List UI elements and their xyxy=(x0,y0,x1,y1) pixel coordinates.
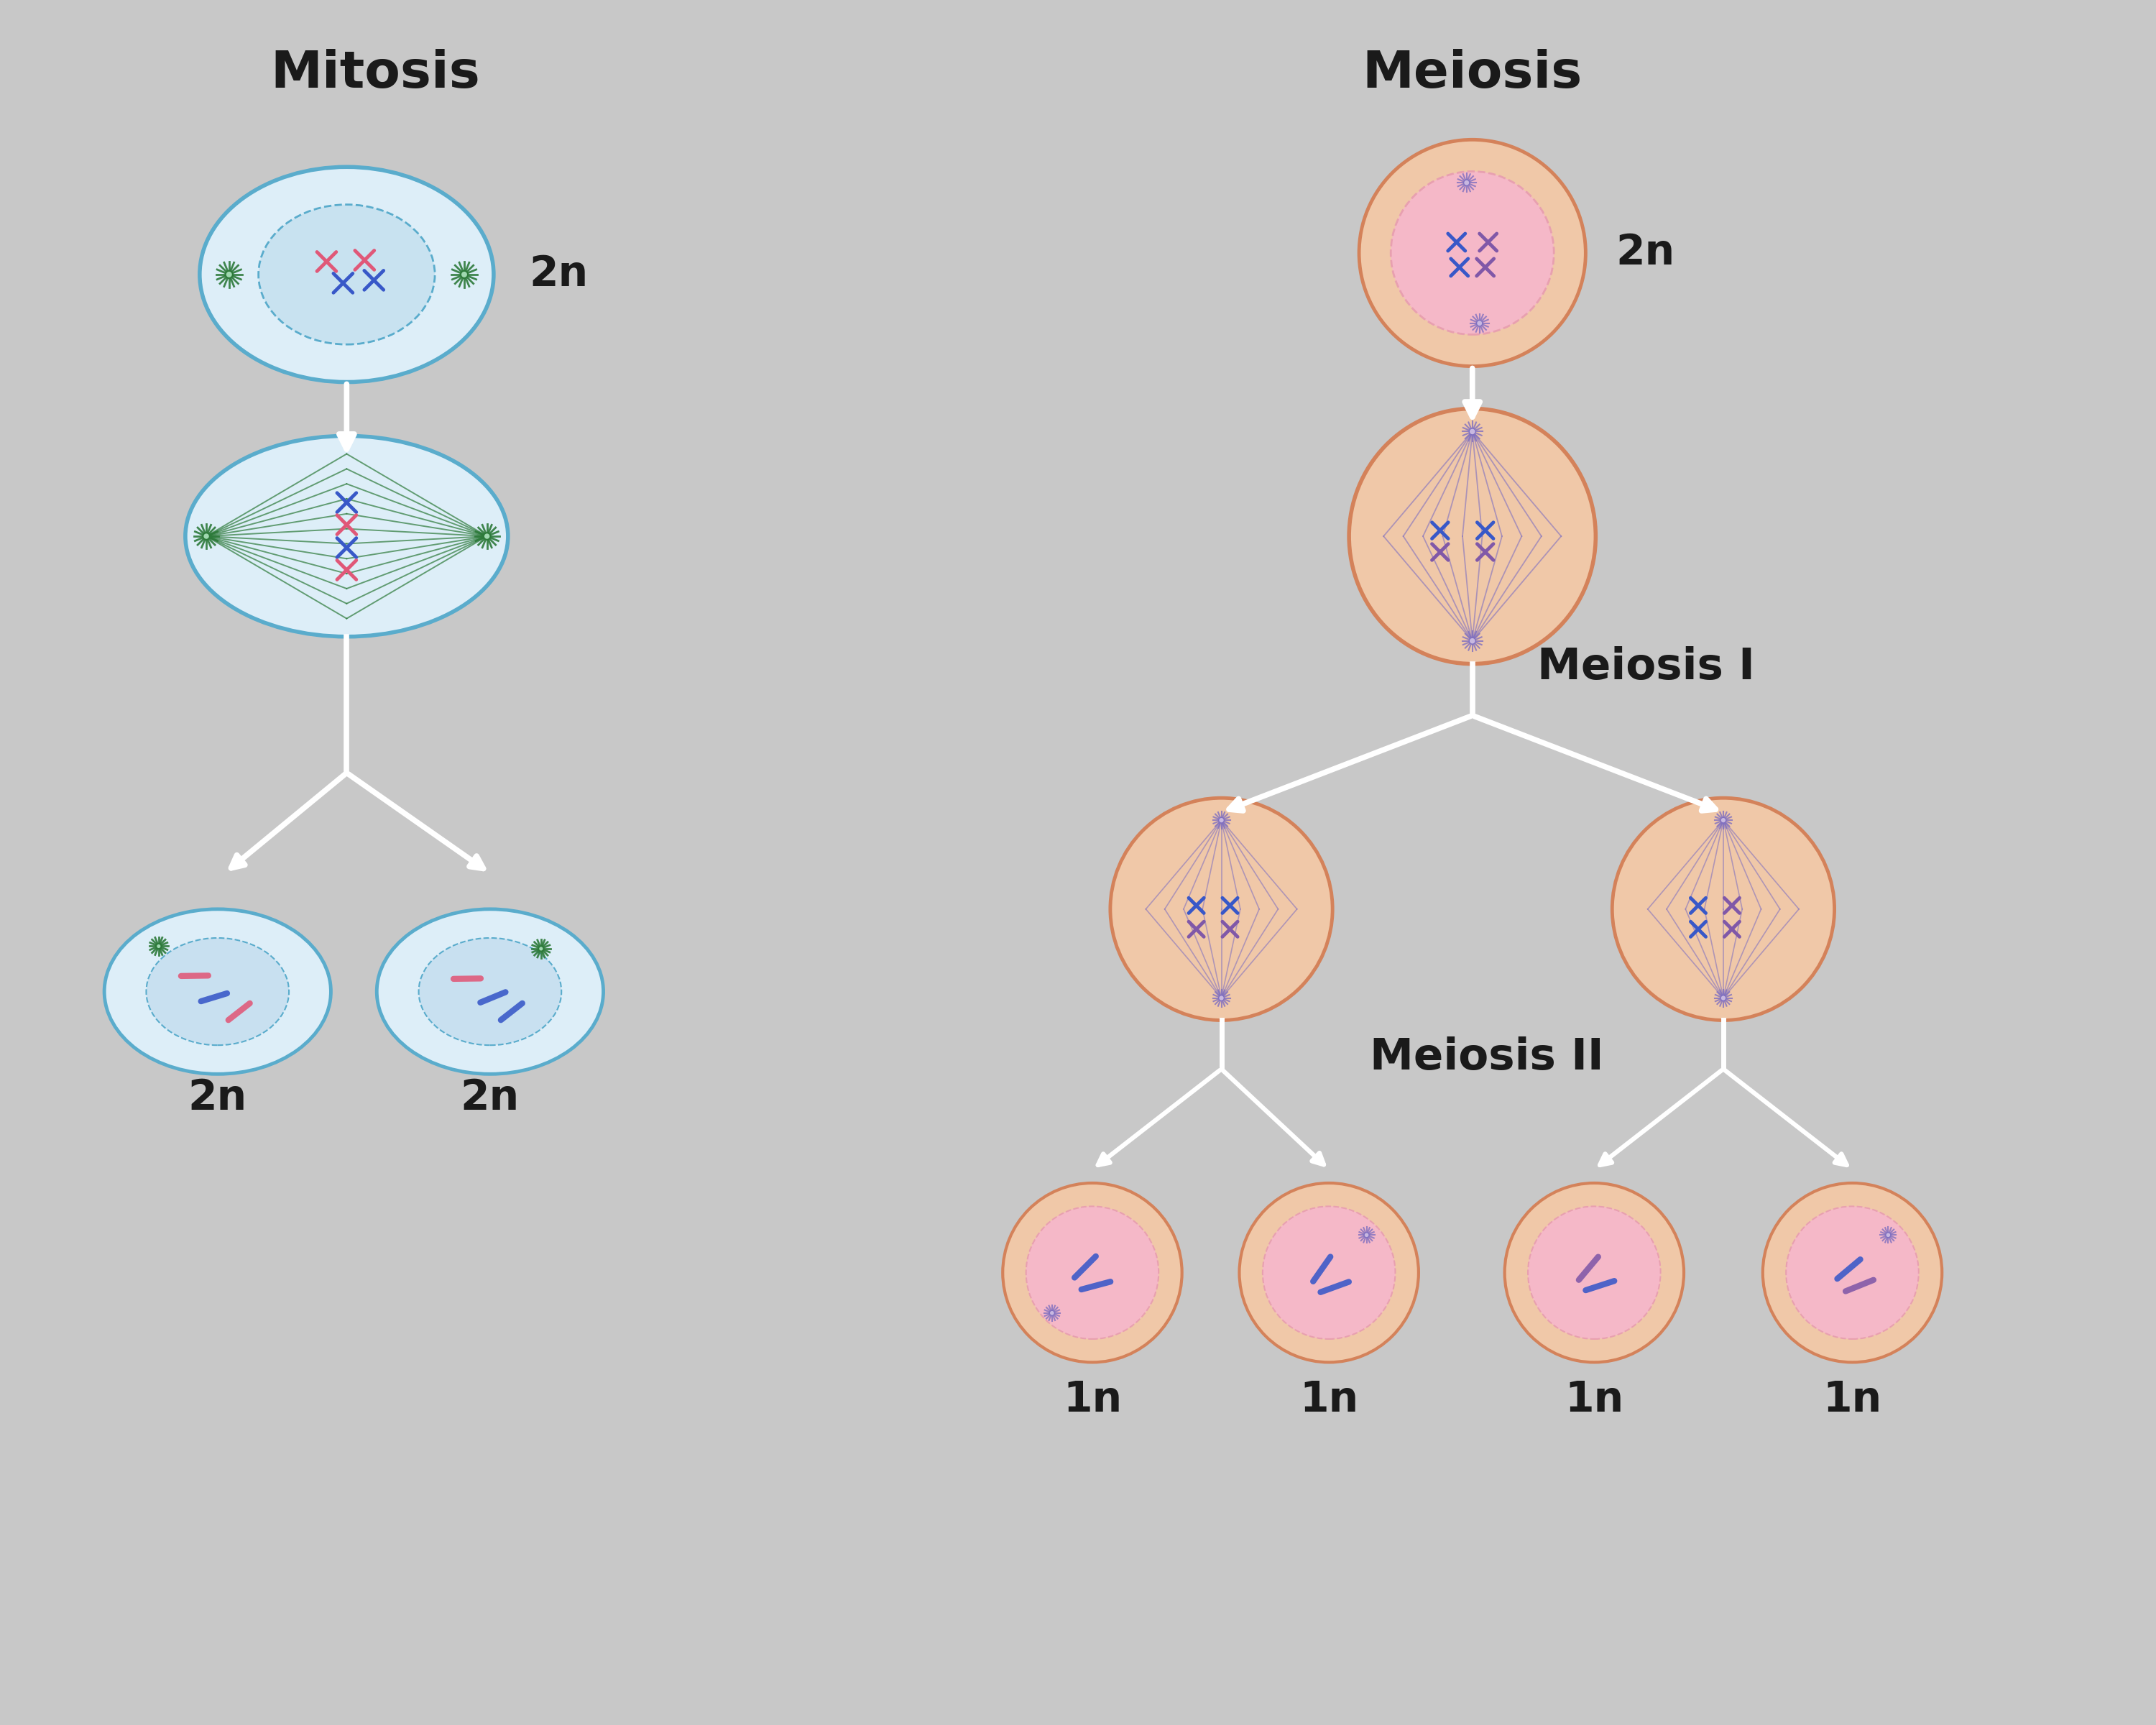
Text: Meiosis II: Meiosis II xyxy=(1369,1037,1604,1078)
Circle shape xyxy=(483,533,489,540)
Text: Mitosis: Mitosis xyxy=(270,48,481,98)
Ellipse shape xyxy=(147,938,289,1045)
Ellipse shape xyxy=(103,909,330,1075)
Circle shape xyxy=(1505,1183,1684,1363)
Circle shape xyxy=(539,945,543,950)
Text: 1n: 1n xyxy=(1063,1378,1121,1420)
Circle shape xyxy=(1468,638,1475,643)
Circle shape xyxy=(1720,995,1727,1000)
Circle shape xyxy=(155,944,162,949)
Ellipse shape xyxy=(259,205,436,345)
Text: Meiosis I: Meiosis I xyxy=(1537,647,1755,688)
Ellipse shape xyxy=(201,167,494,381)
Circle shape xyxy=(1468,428,1475,435)
Text: 2n: 2n xyxy=(188,1076,248,1118)
Circle shape xyxy=(1026,1206,1158,1339)
Circle shape xyxy=(1391,171,1554,335)
Circle shape xyxy=(226,271,233,278)
Text: 1n: 1n xyxy=(1822,1378,1882,1420)
Text: 2n: 2n xyxy=(530,254,589,295)
Circle shape xyxy=(1886,1232,1891,1237)
Text: 2n: 2n xyxy=(1615,233,1675,274)
Circle shape xyxy=(1110,799,1332,1019)
Circle shape xyxy=(1785,1206,1919,1339)
Circle shape xyxy=(1477,321,1483,326)
Circle shape xyxy=(1613,799,1835,1019)
Circle shape xyxy=(1764,1183,1943,1363)
Ellipse shape xyxy=(418,938,561,1045)
Circle shape xyxy=(1365,1232,1369,1237)
Text: Meiosis: Meiosis xyxy=(1363,48,1583,98)
Ellipse shape xyxy=(185,436,509,637)
Circle shape xyxy=(1529,1206,1660,1339)
Circle shape xyxy=(1050,1311,1054,1316)
Circle shape xyxy=(1464,179,1470,186)
Circle shape xyxy=(1218,818,1225,823)
Text: 1n: 1n xyxy=(1300,1378,1358,1420)
Text: 1n: 1n xyxy=(1565,1378,1623,1420)
Ellipse shape xyxy=(377,909,604,1075)
Circle shape xyxy=(1003,1183,1181,1363)
Ellipse shape xyxy=(1350,409,1595,664)
Circle shape xyxy=(1218,995,1225,1000)
Circle shape xyxy=(203,533,209,540)
Circle shape xyxy=(1358,140,1585,366)
Circle shape xyxy=(1240,1183,1419,1363)
Text: 2n: 2n xyxy=(461,1076,520,1118)
Circle shape xyxy=(461,271,468,278)
Circle shape xyxy=(1720,818,1727,823)
Circle shape xyxy=(1263,1206,1395,1339)
